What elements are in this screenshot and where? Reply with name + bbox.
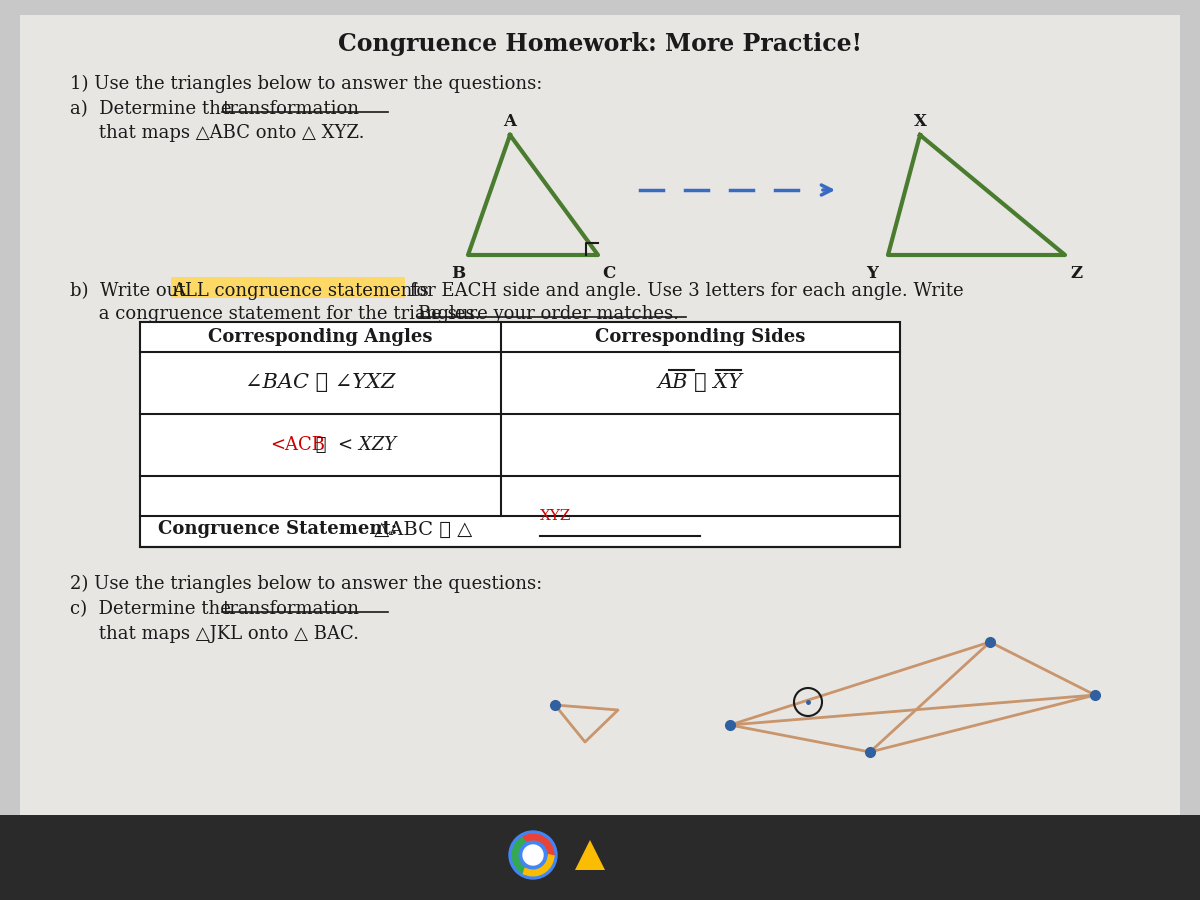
Text: Corresponding Angles: Corresponding Angles xyxy=(209,328,433,346)
Text: that maps △ABC onto △ XYZ.: that maps △ABC onto △ XYZ. xyxy=(70,124,365,142)
Text: Congruence Statement:: Congruence Statement: xyxy=(158,520,397,538)
Text: Z: Z xyxy=(1070,265,1082,282)
Text: Congruence Homework: More Practice!: Congruence Homework: More Practice! xyxy=(338,32,862,56)
Text: b)  Write out: b) Write out xyxy=(70,282,191,300)
Text: ≅  < XZY: ≅ < XZY xyxy=(311,436,397,454)
Text: X: X xyxy=(913,113,926,130)
Text: transformation: transformation xyxy=(222,100,359,118)
Text: c)  Determine the: c) Determine the xyxy=(70,600,236,618)
Text: Corresponding Sides: Corresponding Sides xyxy=(595,328,805,346)
Text: A: A xyxy=(504,113,516,130)
Polygon shape xyxy=(575,840,605,870)
Circle shape xyxy=(523,845,542,865)
Text: XYZ: XYZ xyxy=(540,508,571,523)
FancyBboxPatch shape xyxy=(20,15,1180,880)
Text: Be sure your order matches.: Be sure your order matches. xyxy=(418,305,679,323)
Text: transformation: transformation xyxy=(222,600,359,618)
Text: ∠BAC ≅ ∠YXZ: ∠BAC ≅ ∠YXZ xyxy=(245,374,396,392)
Text: B: B xyxy=(451,265,466,282)
Text: △ABC ≅ △: △ABC ≅ △ xyxy=(368,520,473,538)
FancyBboxPatch shape xyxy=(172,277,406,298)
Text: AB ≅ XY: AB ≅ XY xyxy=(658,374,743,392)
Circle shape xyxy=(509,831,557,879)
Bar xyxy=(140,322,900,547)
Text: Y: Y xyxy=(866,265,878,282)
Text: a congruence statement for the triangles.: a congruence statement for the triangles… xyxy=(70,305,486,323)
Text: 1) Use the triangles below to answer the questions:: 1) Use the triangles below to answer the… xyxy=(70,75,542,94)
Text: <ACB: <ACB xyxy=(270,436,325,454)
FancyBboxPatch shape xyxy=(0,815,1200,900)
Text: 2) Use the triangles below to answer the questions:: 2) Use the triangles below to answer the… xyxy=(70,575,542,593)
Text: that maps △JKL onto △ BAC.: that maps △JKL onto △ BAC. xyxy=(70,625,359,643)
Text: for EACH side and angle. Use 3 letters for each angle. Write: for EACH side and angle. Use 3 letters f… xyxy=(404,282,964,300)
Text: a)  Determine the: a) Determine the xyxy=(70,100,238,118)
Text: ALL congruence statements: ALL congruence statements xyxy=(172,282,428,300)
Text: C: C xyxy=(602,265,616,282)
